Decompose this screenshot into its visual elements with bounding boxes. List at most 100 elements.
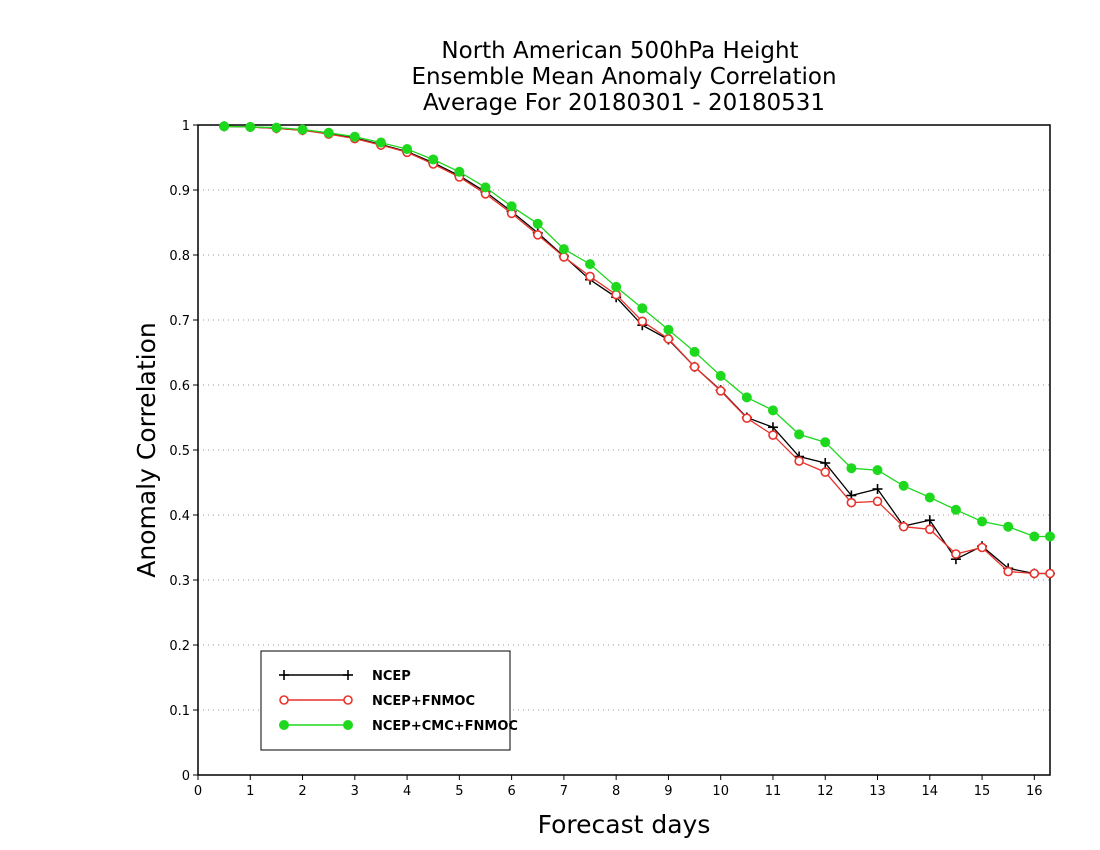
- series-1-point-21: [768, 430, 778, 440]
- series-2-point-21: [767, 405, 778, 416]
- x-tick-label-14: 14: [922, 784, 939, 799]
- series-2: [219, 121, 1055, 542]
- series-1-point-16: [637, 316, 648, 327]
- series-1-point-26: [898, 521, 909, 532]
- y-axis-label: Anomaly Correlation: [132, 322, 161, 577]
- series-2-point-30: [1003, 521, 1014, 532]
- legend-label-2: NCEP+CMC+FNMOC: [372, 719, 518, 734]
- series-2-point-4: [323, 127, 334, 138]
- y-tick-label-4: 0.4: [169, 509, 190, 524]
- series-2-point-1: [245, 121, 256, 132]
- x-tick-label-6: 6: [507, 784, 515, 799]
- series-1-point-19: [715, 386, 726, 396]
- legend-item-1: NCEP+FNMOC: [279, 694, 475, 709]
- y-tick-label-8: 0.8: [169, 249, 190, 264]
- y-tick-label-9: 0.9: [169, 184, 190, 199]
- legend-marker-end-2: [343, 720, 353, 730]
- series-2-point-2: [271, 122, 282, 133]
- series-1-point-27: [924, 524, 935, 535]
- series-2-point-14: [585, 259, 596, 270]
- gridlines: [198, 124, 1050, 711]
- series-1-point-31: [1029, 568, 1040, 579]
- series-2-point-16: [637, 303, 648, 314]
- series-0-point-23: [820, 458, 831, 468]
- series-2-point-6: [375, 137, 386, 148]
- y-tick-label-3: 0.3: [169, 574, 190, 589]
- legend-marker-start-1: [279, 695, 289, 705]
- chart-title: North American 500hPa Height Ensemble Me…: [411, 38, 836, 116]
- x-tick-label-5: 5: [455, 784, 463, 799]
- legend-marker-end-0: [343, 670, 353, 680]
- series-1-line: [224, 125, 1050, 575]
- x-tick-label-2: 2: [298, 784, 306, 799]
- y-tick-label-6: 0.6: [169, 379, 190, 394]
- series-2-point-26: [898, 480, 909, 491]
- series-0-point-27: [924, 515, 935, 526]
- legend: NCEP NCEP+FNMOC NCEP+CMC+FNMOC: [260, 650, 518, 751]
- series-0-point-25: [872, 484, 883, 494]
- series-2-point-15: [611, 281, 622, 292]
- series-1-point-14: [585, 271, 595, 282]
- series-2-point-11: [506, 201, 517, 212]
- series-2-point-18: [689, 346, 700, 357]
- series-0: [219, 121, 1055, 579]
- x-tick-label-15: 15: [974, 784, 991, 799]
- series-1-point-22: [794, 456, 804, 466]
- series-2-point-17: [663, 324, 674, 335]
- legend-label-1: NCEP+FNMOC: [372, 694, 475, 709]
- series-1: [219, 121, 1055, 579]
- series-2-point-32: [1045, 531, 1055, 542]
- series-2-point-3: [297, 124, 308, 135]
- series-2-point-10: [480, 182, 491, 193]
- series-layer: [219, 121, 1055, 579]
- x-tick-label-8: 8: [612, 784, 620, 799]
- series-1-point-29: [977, 542, 987, 553]
- x-tick-label-16: 16: [1026, 784, 1043, 799]
- series-1-point-23: [820, 467, 831, 477]
- x-tick-label-10: 10: [712, 784, 729, 799]
- series-2-point-8: [428, 154, 439, 165]
- x-tick-label-12: 12: [817, 784, 834, 799]
- series-2-point-19: [715, 370, 726, 381]
- y-tick-label-1: 0.1: [169, 704, 190, 719]
- chart-title-line-1: North American 500hPa Height: [441, 38, 798, 64]
- series-2-point-29: [977, 516, 988, 527]
- x-tick-label-13: 13: [869, 784, 886, 799]
- series-2-point-28: [950, 504, 961, 515]
- series-2-point-5: [349, 131, 360, 142]
- series-2-point-31: [1029, 531, 1040, 542]
- series-2-point-24: [846, 463, 857, 474]
- y-tick-label-5: 0.5: [169, 444, 190, 459]
- y-tick-label-0: 0: [182, 769, 190, 784]
- series-2-point-12: [532, 218, 543, 229]
- legend-marker-end-1: [343, 695, 353, 705]
- x-axis-label: Forecast days: [538, 810, 711, 839]
- x-tick-label-9: 9: [664, 784, 672, 799]
- y-tick-label-10: 1: [182, 119, 190, 134]
- x-tick-label-3: 3: [351, 784, 359, 799]
- axis-ticks: 00.10.20.30.40.50.60.70.80.910 1 2 3 4 5 6 7 8 9 1…: [169, 119, 1042, 799]
- series-2-line: [224, 125, 1050, 538]
- chart-title-line-2: Ensemble Mean Anomaly Correlation: [411, 64, 836, 90]
- series-2-point-22: [794, 429, 805, 440]
- series-1-point-28: [951, 549, 961, 559]
- series-1-point-30: [1003, 566, 1013, 577]
- x-tick-label-11: 11: [765, 784, 782, 799]
- series-1-point-24: [846, 497, 857, 508]
- series-2-point-25: [872, 465, 883, 476]
- series-2-point-20: [741, 392, 752, 403]
- x-tick-label-4: 4: [403, 784, 411, 799]
- legend-item-0: NCEP: [279, 669, 411, 684]
- series-1-point-18: [689, 361, 700, 372]
- y-tick-label-7: 0.7: [169, 314, 190, 329]
- series-1-point-25: [872, 496, 883, 507]
- x-tick-label-1: 1: [246, 784, 254, 799]
- x-tick-label-7: 7: [560, 784, 568, 799]
- series-1-point-20: [742, 413, 752, 423]
- series-1-point-17: [663, 334, 674, 344]
- series-2-point-13: [558, 244, 569, 255]
- series-1-point-32: [1045, 568, 1055, 579]
- series-2-point-9: [454, 166, 465, 177]
